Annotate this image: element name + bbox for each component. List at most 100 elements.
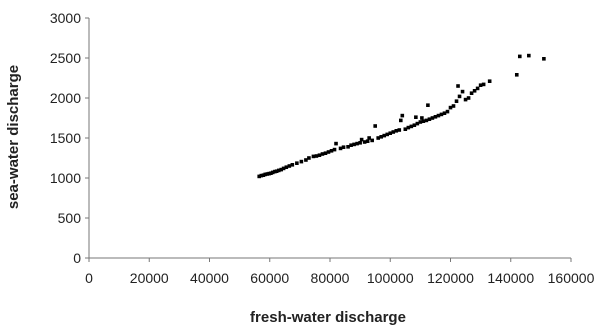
data-point xyxy=(299,159,304,164)
data-point xyxy=(276,168,281,173)
data-point xyxy=(403,127,408,131)
data-point xyxy=(418,120,423,124)
data-point xyxy=(338,146,343,151)
data-point xyxy=(352,142,356,147)
data-point xyxy=(346,145,350,149)
x-tick-label: 60000 xyxy=(250,270,289,286)
y-tick-label: 0 xyxy=(73,250,81,266)
data-point xyxy=(270,170,275,175)
data-point xyxy=(542,57,546,61)
data-point xyxy=(442,111,447,115)
data-point xyxy=(284,165,289,169)
data-point xyxy=(287,164,292,168)
data-point xyxy=(349,143,353,147)
data-point xyxy=(320,152,325,156)
axes xyxy=(85,17,572,262)
data-point xyxy=(456,84,460,88)
data-point xyxy=(457,94,462,99)
data-point xyxy=(430,116,435,120)
data-point xyxy=(466,96,471,100)
data-point xyxy=(317,153,322,157)
data-point xyxy=(420,116,424,120)
data-point xyxy=(311,154,316,159)
data-point xyxy=(478,83,483,87)
data-point xyxy=(472,89,477,93)
data-point xyxy=(323,151,328,155)
data-point xyxy=(400,113,405,118)
data-point xyxy=(367,136,371,140)
data-point xyxy=(398,118,403,123)
x-tick-label: 100000 xyxy=(367,270,414,286)
data-points xyxy=(257,53,546,179)
data-point xyxy=(273,169,277,174)
y-axis-title: sea-water discharge xyxy=(5,65,22,209)
data-point xyxy=(257,174,262,179)
data-point xyxy=(265,172,270,176)
data-point xyxy=(426,103,430,107)
data-point xyxy=(274,169,279,173)
x-tick-label: 20000 xyxy=(130,270,169,286)
x-tick-label: 40000 xyxy=(190,270,229,286)
data-point xyxy=(414,115,418,119)
data-point xyxy=(261,173,266,177)
data-point xyxy=(436,113,441,118)
data-point xyxy=(326,150,331,154)
data-point xyxy=(415,121,420,126)
data-point xyxy=(481,82,486,87)
data-point xyxy=(379,135,384,139)
data-point xyxy=(365,139,370,143)
data-point xyxy=(259,173,264,178)
y-tick-label: 1000 xyxy=(50,170,81,186)
data-point xyxy=(388,131,393,135)
x-axis-title: fresh-water discharge xyxy=(250,309,406,325)
data-point xyxy=(269,171,273,175)
data-point xyxy=(332,147,337,152)
data-point xyxy=(391,130,396,134)
data-point xyxy=(341,145,346,149)
data-point xyxy=(451,104,456,108)
data-point xyxy=(412,123,417,127)
data-point xyxy=(397,128,402,132)
data-point xyxy=(359,137,364,142)
data-point xyxy=(362,140,367,144)
x-tick-label: 80000 xyxy=(311,270,350,286)
x-tick-label: 120000 xyxy=(427,270,474,286)
y-tick-label: 2500 xyxy=(50,50,81,66)
data-point xyxy=(281,166,286,171)
data-point xyxy=(514,73,519,77)
data-point xyxy=(424,118,429,123)
data-point xyxy=(358,141,362,145)
data-point xyxy=(469,91,474,95)
y-tick-label: 500 xyxy=(58,210,82,226)
data-point xyxy=(394,129,399,133)
y-tick-label: 2000 xyxy=(50,90,81,106)
data-point xyxy=(463,97,468,102)
data-point xyxy=(382,133,387,138)
x-tick-label: 0 xyxy=(85,270,93,286)
data-point xyxy=(290,163,295,167)
x-tick-label: 140000 xyxy=(487,270,534,286)
data-point xyxy=(385,132,390,137)
data-point xyxy=(433,115,438,119)
y-tick-label: 1500 xyxy=(50,130,81,146)
data-point xyxy=(460,89,465,94)
data-point xyxy=(370,138,374,143)
data-point xyxy=(334,141,338,146)
data-point xyxy=(329,149,334,153)
data-point xyxy=(454,99,459,103)
data-point xyxy=(373,124,377,128)
data-point xyxy=(421,119,426,123)
data-point xyxy=(427,117,432,121)
data-point xyxy=(376,136,380,140)
data-point xyxy=(263,172,268,177)
data-point xyxy=(517,54,522,59)
data-point xyxy=(445,109,450,114)
data-point xyxy=(304,158,308,162)
data-point xyxy=(267,171,271,176)
data-point xyxy=(406,125,411,130)
data-point xyxy=(527,53,531,58)
data-point xyxy=(439,112,444,117)
data-point xyxy=(448,105,453,110)
data-point xyxy=(307,156,311,160)
